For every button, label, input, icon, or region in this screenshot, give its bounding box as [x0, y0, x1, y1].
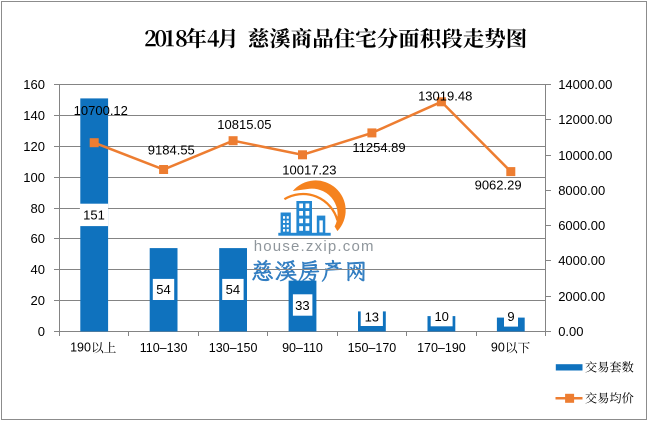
svg-text:10: 10: [434, 309, 448, 324]
svg-text:54: 54: [226, 282, 240, 297]
svg-text:6000.00: 6000.00: [558, 218, 605, 233]
svg-text:house.zxip.com: house.zxip.com: [254, 238, 375, 255]
svg-text:54: 54: [156, 282, 170, 297]
svg-text:8000.00: 8000.00: [558, 183, 605, 198]
svg-text:40: 40: [31, 262, 45, 277]
svg-text:13: 13: [365, 310, 379, 325]
svg-text:14000.00: 14000.00: [558, 77, 612, 92]
svg-text:100: 100: [23, 170, 45, 185]
svg-text:90: 90: [491, 340, 505, 354]
svg-text:12000.00: 12000.00: [558, 112, 612, 127]
svg-text:10815.05: 10815.05: [217, 117, 271, 132]
svg-text:110–130: 110–130: [140, 341, 188, 355]
svg-text:10700.12: 10700.12: [74, 103, 128, 118]
svg-text:160: 160: [23, 77, 45, 92]
svg-text:4000.00: 4000.00: [558, 253, 605, 268]
svg-text:10017.23: 10017.23: [282, 163, 336, 178]
svg-text:80: 80: [31, 201, 45, 216]
svg-text:11254.89: 11254.89: [352, 140, 405, 155]
svg-text:10000.00: 10000.00: [558, 148, 612, 163]
svg-text:120: 120: [23, 139, 45, 154]
svg-text:9062.29: 9062.29: [475, 178, 522, 193]
svg-text:0: 0: [38, 324, 45, 339]
svg-text:33: 33: [295, 298, 309, 313]
svg-text:20: 20: [31, 293, 45, 308]
svg-text:170–190: 170–190: [417, 341, 466, 355]
svg-text:9: 9: [507, 309, 514, 324]
svg-text:60: 60: [31, 231, 45, 246]
svg-text:130–150: 130–150: [209, 341, 258, 355]
svg-text:151: 151: [83, 207, 105, 222]
svg-text:190: 190: [70, 340, 91, 354]
svg-text:150–170: 150–170: [348, 341, 397, 355]
svg-text:13019.48: 13019.48: [418, 89, 472, 104]
svg-text:2000.00: 2000.00: [558, 289, 605, 304]
svg-text:9184.55: 9184.55: [148, 143, 195, 158]
svg-text:140: 140: [23, 108, 45, 123]
svg-text:0.00: 0.00: [558, 324, 583, 339]
svg-text:90–110: 90–110: [282, 341, 323, 355]
